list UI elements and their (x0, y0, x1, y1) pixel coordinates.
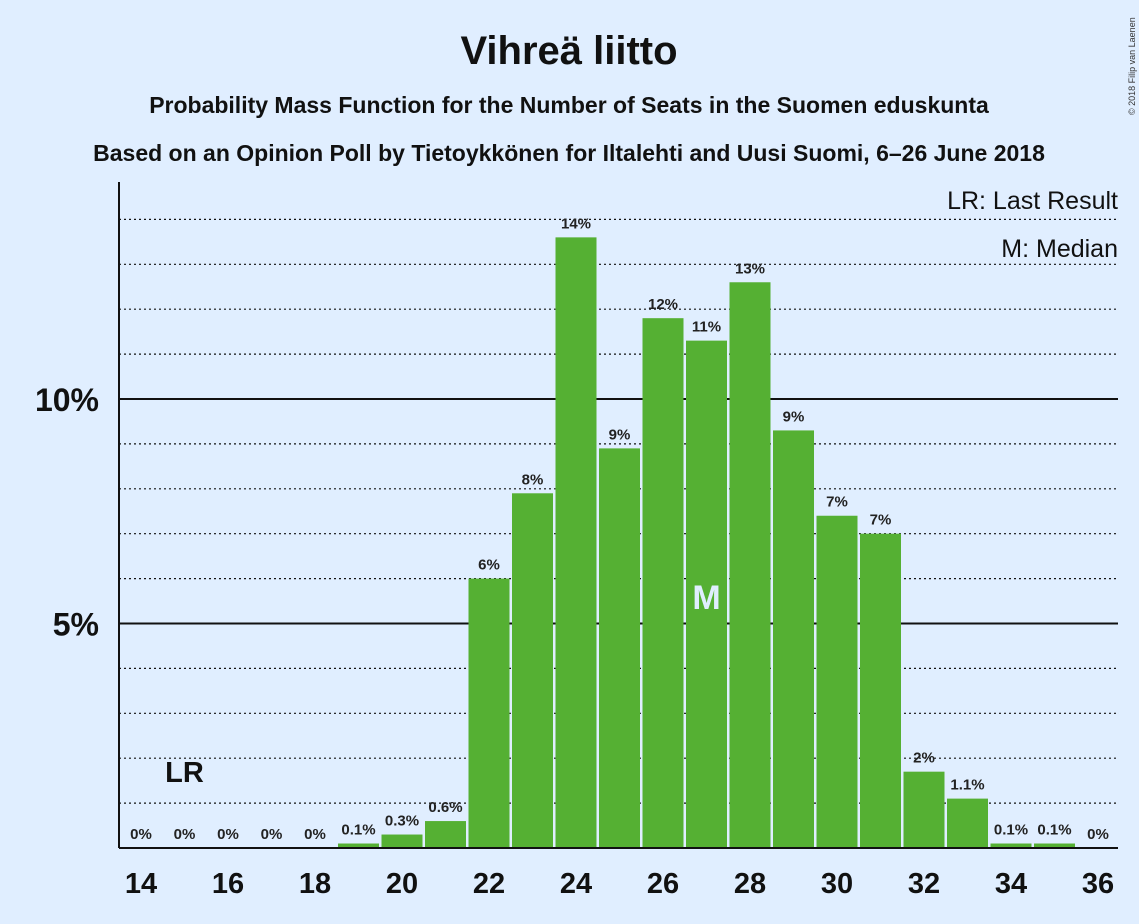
chart-source: Based on an Opinion Poll by Tietoykkönen… (93, 140, 1045, 166)
bar-31 (860, 533, 901, 848)
data-label-33: 1.1% (950, 777, 984, 794)
bar-34 (990, 843, 1032, 848)
x-tick-label: 26 (647, 868, 679, 900)
bar-21 (425, 821, 466, 848)
data-label-29: 9% (783, 408, 805, 425)
bar-24 (555, 237, 597, 849)
data-label-19: 0.1% (341, 822, 375, 839)
data-label-16: 0% (217, 826, 239, 843)
data-label-15: 0% (174, 826, 196, 843)
bar-29 (773, 430, 814, 848)
x-tick-label: 30 (821, 868, 853, 900)
gridlines (119, 218, 1118, 804)
x-tick-label: 18 (299, 868, 331, 900)
data-label-23: 8% (522, 471, 544, 488)
data-label-31: 7% (870, 512, 892, 529)
copyright-notice: © 2018 Filip van Laenen (1127, 17, 1137, 115)
legend-median: M: Median (1001, 235, 1118, 263)
bar-25 (599, 448, 640, 848)
data-label-20: 0.3% (385, 813, 419, 830)
chart-title: Vihreä liitto (460, 29, 677, 73)
bar-20 (381, 834, 423, 848)
data-label-34: 0.1% (994, 822, 1028, 839)
data-label-27: 11% (692, 319, 721, 336)
bar-22 (468, 578, 510, 848)
y-tick-label: 5% (53, 607, 99, 643)
bar-35 (1034, 843, 1075, 848)
last-result-label: LR (165, 757, 204, 789)
x-tick-label: 32 (908, 868, 940, 900)
data-label-28: 13% (735, 260, 765, 277)
data-label-32: 2% (913, 750, 935, 767)
data-label-25: 9% (609, 426, 631, 443)
data-label-22: 6% (478, 557, 500, 574)
data-label-24: 14% (561, 215, 591, 232)
data-label-35: 0.1% (1037, 822, 1071, 839)
x-tick-label: 36 (1082, 868, 1114, 900)
bars (338, 237, 1075, 849)
x-axis-ticks: 14 16 18 20 22 24 26 28 30 32 34 36 (125, 868, 1114, 900)
bar-23 (512, 493, 553, 848)
bar-28 (729, 282, 771, 848)
data-label-17: 0% (261, 826, 283, 843)
chart-subtitle: Probability Mass Function for the Number… (149, 92, 989, 118)
x-tick-label: 16 (212, 868, 244, 900)
x-tick-label: 14 (125, 868, 157, 900)
x-tick-label: 20 (386, 868, 418, 900)
bar-26 (642, 318, 684, 848)
data-label-14: 0% (130, 826, 152, 843)
x-tick-label: 34 (995, 868, 1027, 900)
y-tick-label: 10% (35, 382, 99, 418)
data-label-26: 12% (648, 296, 678, 313)
x-tick-label: 22 (473, 868, 505, 900)
x-tick-label: 28 (734, 868, 766, 900)
bar-30 (816, 515, 858, 848)
bar-32 (903, 771, 945, 848)
data-labels: 0% 0% 0% 0% 0% 0.1% 0.3% 0.6% 6% 8% 14% 9% 12% 11% 13%… (130, 215, 1109, 843)
bar-33 (947, 798, 988, 848)
legend-last-result: LR: Last Result (947, 187, 1118, 215)
bar-19 (338, 843, 379, 848)
bar-27 (686, 340, 727, 848)
data-label-18: 0% (304, 826, 326, 843)
data-label-21: 0.6% (428, 799, 462, 816)
data-label-30: 7% (826, 494, 848, 511)
median-label: M (692, 579, 720, 617)
y-axis-ticks: 5% 10% (35, 382, 99, 643)
x-tick-label: 24 (560, 868, 592, 900)
data-label-36: 0% (1087, 826, 1109, 843)
